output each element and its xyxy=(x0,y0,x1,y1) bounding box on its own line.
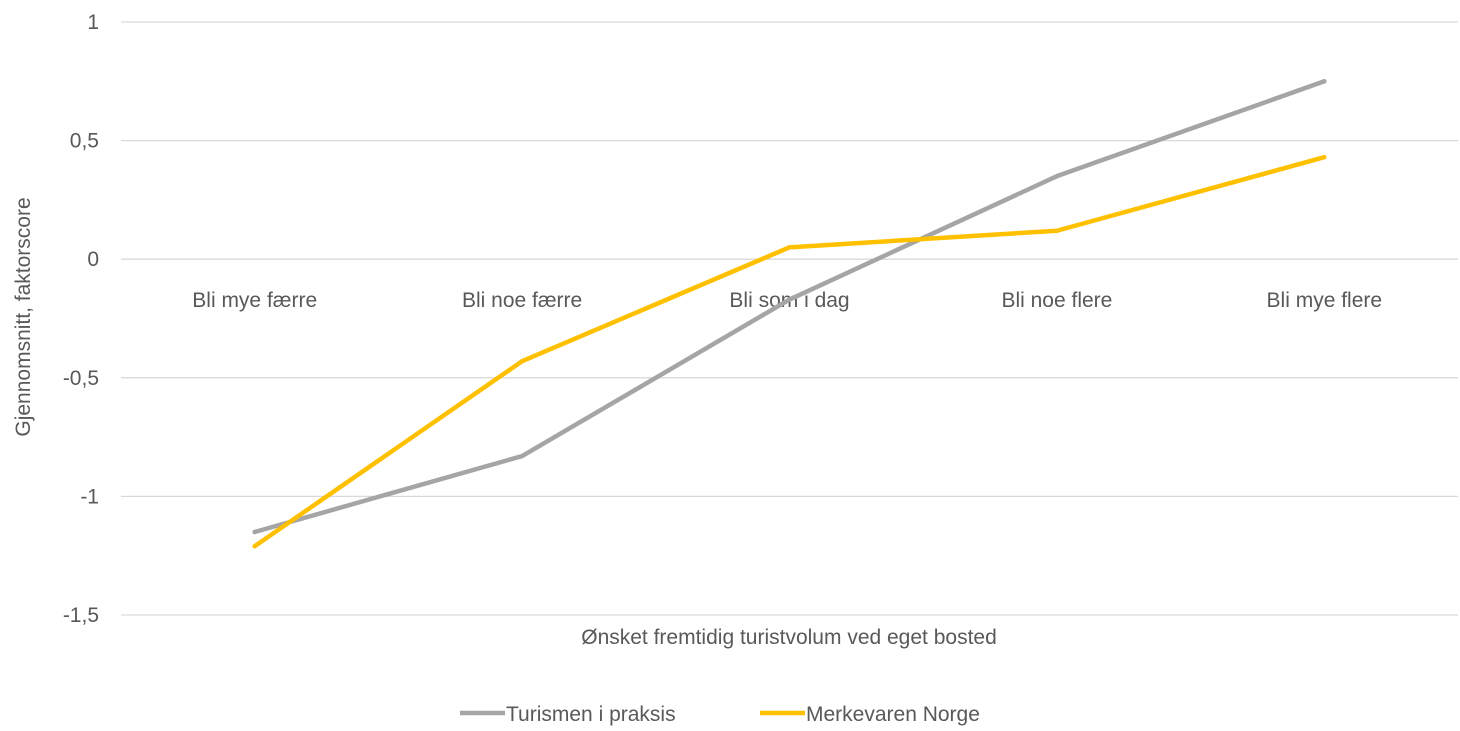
legend-label: Merkevaren Norge xyxy=(806,703,980,726)
y-tick-label: -1 xyxy=(80,485,99,508)
series-1 xyxy=(252,154,1327,549)
legend-item: Turismen i praksis xyxy=(460,703,676,726)
data-point xyxy=(787,245,792,250)
data-point xyxy=(1054,173,1060,179)
y-tick-label: -0,5 xyxy=(63,367,99,390)
x-axis-title: Ønsket fremtidig turistvolum ved eget bo… xyxy=(581,626,997,649)
category-label: Bli noe flere xyxy=(1001,289,1112,312)
data-point xyxy=(519,453,525,459)
data-point xyxy=(252,543,257,549)
y-tick-label: 0,5 xyxy=(70,130,99,153)
data-point xyxy=(1322,79,1327,84)
category-labels: Bli mye færre Bli noe færre Bli som i dag B… xyxy=(192,289,1382,312)
legend-label: Turismen i praksis xyxy=(506,703,676,726)
series-0 xyxy=(252,79,1327,535)
y-tick-label: 0 xyxy=(87,248,99,271)
category-label: Bli mye flere xyxy=(1267,289,1383,312)
data-point xyxy=(519,358,525,364)
series-lines xyxy=(252,79,1327,549)
data-point xyxy=(1322,154,1327,160)
data-point xyxy=(1054,228,1060,233)
category-label: Bli noe færre xyxy=(462,289,582,312)
category-label: Bli mye færre xyxy=(192,289,317,312)
y-tick-label: 1 xyxy=(87,11,99,34)
y-axis-tick-labels: 1 0,5 0 -0,5 -1 -1,5 xyxy=(63,11,99,627)
y-axis-title: Gjennomsnitt, faktorscore xyxy=(12,197,35,436)
y-tick-label: -1,5 xyxy=(63,604,99,627)
legend-item: Merkevaren Norge xyxy=(760,703,980,726)
gridlines xyxy=(121,21,1458,616)
legend: Turismen i praksis Merkevaren Norge xyxy=(460,703,980,726)
data-point xyxy=(787,297,792,302)
data-point xyxy=(252,529,257,535)
